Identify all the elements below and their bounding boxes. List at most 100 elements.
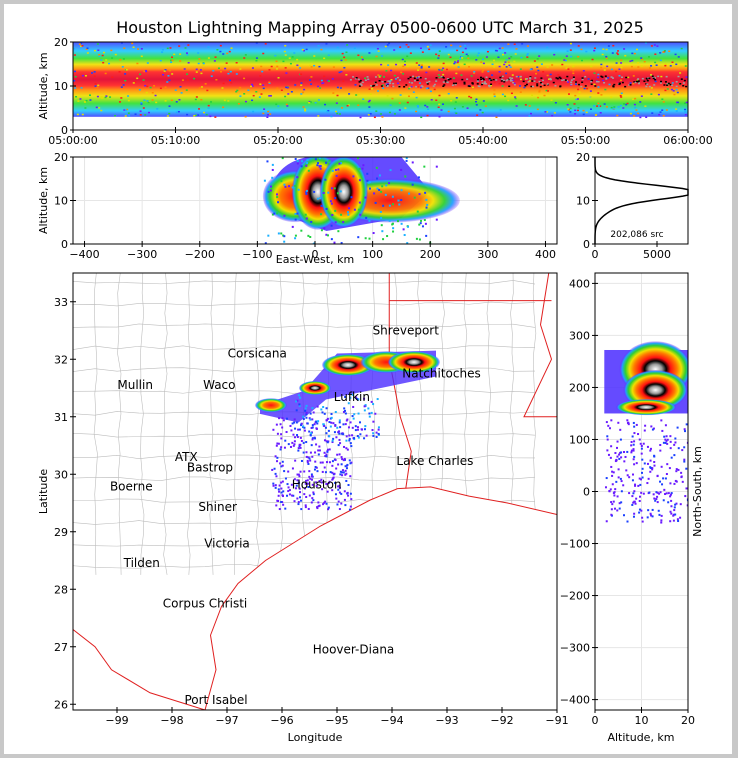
source-speck [195,96,198,98]
source-speck [271,176,274,179]
source-speck [437,54,440,57]
ew-density [262,157,460,244]
scattered-source [278,490,281,493]
source-speck [624,455,627,458]
source-speck [460,74,463,76]
scattered-source [295,400,298,403]
source-speck [567,108,570,110]
source-speck [320,213,323,216]
high-density-speck [444,80,447,82]
source-speck [566,50,569,52]
source-speck [458,64,461,66]
source-speck [673,93,676,96]
source-speck [140,55,143,58]
high-density-speck [664,81,667,83]
scattered-source [342,410,345,413]
source-speck [305,217,308,220]
source-speck [171,59,174,62]
source-speck [373,116,376,119]
source-speck [635,462,638,465]
scattered-source [363,405,366,408]
source-speck [348,207,351,210]
source-speck [339,190,342,193]
source-speck [126,108,129,111]
source-speck [496,50,499,52]
source-speck [213,60,216,62]
scattered-source [344,396,347,399]
source-speck [416,104,419,107]
source-speck [327,80,330,82]
source-speck [529,68,532,71]
scattered-source [305,413,308,416]
source-speck [124,115,127,117]
source-speck [341,52,344,55]
source-speck [259,75,262,77]
scattered-source [363,437,366,440]
high-density-speck [648,85,651,88]
source-speck [670,512,673,515]
source-speck [89,94,92,96]
source-speck [332,66,335,68]
source-speck [460,56,463,58]
source-speck [619,94,622,97]
scattered-source [371,429,374,432]
source-speck [660,465,663,468]
source-speck [406,242,409,244]
source-speck [576,98,579,100]
source-speck [440,69,443,71]
scattered-source [344,423,347,426]
scattered-source [289,445,292,448]
source-speck [640,65,643,67]
source-speck [403,64,406,66]
scattered-source [317,420,320,423]
source-speck [269,189,272,192]
scattered-source [377,432,380,435]
source-speck [185,89,188,91]
source-speck [330,115,333,118]
source-speck [626,102,629,105]
source-speck [609,488,612,491]
scattered-source [309,451,312,454]
source-speck [661,429,664,432]
source-speck [664,441,667,444]
source-speck [392,227,395,230]
county-line [255,273,261,575]
source-speck [619,104,622,107]
source-speck [398,102,401,104]
source-speck [415,110,418,113]
source-speck [294,157,297,160]
scattered-source [336,426,339,429]
high-density-speck [426,81,429,84]
source-speck [80,87,83,89]
source-speck [111,76,114,79]
source-speck [632,515,635,518]
source-speck [473,70,476,73]
source-speck [203,111,206,114]
source-speck [377,74,380,76]
source-speck [166,47,169,50]
high-density-speck [375,84,378,86]
y-tick-label: 20 [54,151,68,164]
high-density-speck [554,85,557,87]
source-speck [650,93,653,95]
high-density-speck [481,82,484,84]
source-speck [546,46,549,49]
source-speck [361,167,364,170]
source-speck [640,491,643,494]
scattered-source [325,440,328,443]
source-speck [600,66,603,69]
source-speck [365,216,368,219]
source-speck [599,112,602,114]
source-speck [244,115,247,118]
source-speck [314,158,317,161]
scattered-source [344,412,347,415]
source-speck [168,69,171,72]
scattered-source [311,424,314,427]
source-speck [285,72,288,74]
source-speck [269,113,272,115]
county-line [163,273,168,575]
source-speck [653,461,656,464]
source-speck [616,114,619,117]
source-speck [222,106,225,108]
scattered-source [287,486,290,489]
